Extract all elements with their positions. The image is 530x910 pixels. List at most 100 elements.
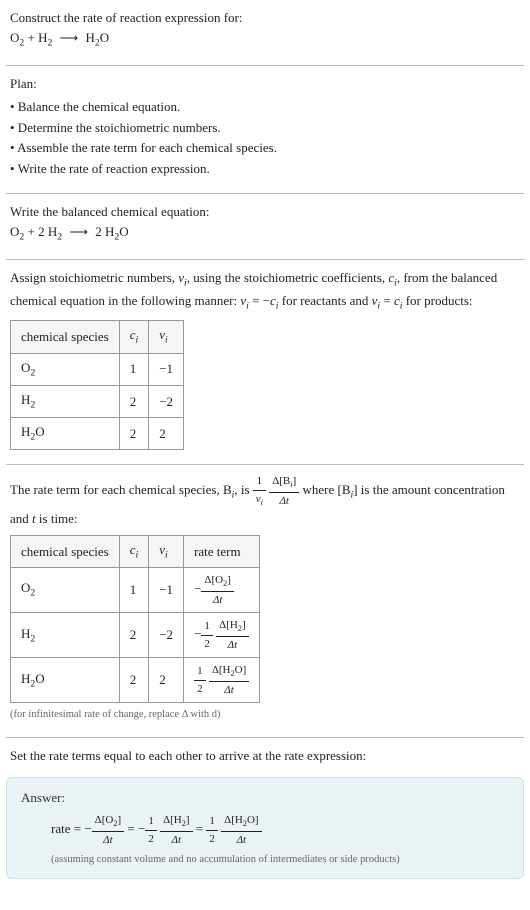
arrow-icon: ⟶ — [69, 222, 88, 242]
h2-letter: H — [38, 30, 47, 45]
col-c: ci — [119, 321, 149, 353]
t: Δ[H — [163, 814, 182, 826]
cell-species: O2 — [11, 568, 120, 613]
t: i — [165, 335, 168, 346]
plus: + — [28, 224, 35, 239]
t: = — [193, 821, 207, 836]
t: Δt — [160, 832, 192, 849]
t: = − — [124, 821, 145, 836]
cell-c: 2 — [119, 613, 149, 658]
t: 1 — [206, 813, 218, 831]
t: H — [21, 626, 30, 641]
section-balanced: Write the balanced chemical equation: O2… — [0, 194, 530, 259]
t: O — [21, 360, 30, 375]
t: ] — [293, 475, 297, 487]
t: Δt — [216, 637, 248, 654]
col-nu: νi — [149, 321, 184, 353]
t: 1 — [145, 813, 157, 831]
col-rate: rate term — [184, 535, 260, 567]
t: − — [194, 626, 201, 641]
t: O] — [235, 664, 247, 676]
cell-nu: −2 — [149, 385, 184, 417]
b-h2: H2 — [48, 224, 62, 239]
t: , using the stoichiometric coefficients, — [187, 270, 389, 285]
t: 2 — [30, 633, 35, 644]
t: ] — [242, 619, 246, 631]
t: Δ[H2O] — [209, 662, 249, 682]
t: Δt — [269, 493, 299, 510]
o2-letter: O — [10, 30, 19, 45]
cell-c: 2 — [119, 658, 149, 703]
frac-half: 12 — [145, 813, 157, 847]
frac-half: 12 — [206, 813, 218, 847]
plan-title: Plan: — [10, 74, 520, 94]
section-set-equal: Set the rate terms equal to each other t… — [0, 738, 530, 770]
t: 2 — [201, 636, 213, 653]
t: The rate term for each chemical species,… — [10, 482, 232, 497]
t: O — [21, 580, 30, 595]
t: Δ[O — [204, 574, 223, 586]
nu-eq-c: νi = ci — [372, 293, 403, 308]
coef2: 2 — [95, 224, 102, 239]
table-header: chemical species ci νi rate term — [11, 535, 260, 567]
t: Δ[H — [224, 814, 243, 826]
cell-nu: −1 — [149, 353, 184, 385]
section-plan: Plan: • Balance the chemical equation. •… — [0, 66, 530, 194]
stoich-text: Assign stoichiometric numbers, νi, using… — [10, 268, 520, 314]
t: Δ[H — [219, 619, 238, 631]
t: 2 — [57, 231, 62, 242]
balanced-equation: O2 + 2 H2 ⟶ 2 H2O — [10, 222, 520, 245]
plan-bullets: • Balance the chemical equation. • Deter… — [10, 97, 520, 178]
t: 1 — [194, 663, 206, 681]
h2-sub: 2 — [48, 37, 53, 48]
b-h2o: H2O — [105, 224, 129, 239]
cell-nu: −1 — [149, 568, 184, 613]
t: O — [35, 424, 44, 439]
frac: Δ[H2O]Δt — [209, 662, 249, 698]
cell-rate: 12 Δ[H2O]Δt — [184, 658, 260, 703]
t: − — [194, 581, 201, 596]
rate-expression: rate = −Δ[O2]Δt = −12 Δ[H2]Δt = 12 Δ[H2O… — [51, 812, 509, 848]
t: H — [21, 392, 30, 407]
c-i: ci — [388, 270, 397, 285]
t: Δ[H — [212, 664, 231, 676]
h2o-o: O — [100, 30, 109, 45]
construct-title: Construct the rate of reaction expressio… — [10, 8, 520, 28]
section-construct: Construct the rate of reaction expressio… — [0, 0, 530, 65]
t: Δt — [221, 832, 261, 849]
stoich-table: chemical species ci νi O2 1 −1 H2 2 −2 H… — [10, 320, 184, 450]
t: 2 — [30, 588, 35, 599]
t: ] — [117, 814, 121, 826]
plan-b2: • Determine the stoichiometric numbers. — [10, 118, 520, 138]
plan-b4: • Write the rate of reaction expression. — [10, 159, 520, 179]
frac: Δ[O2]Δt — [201, 572, 233, 608]
t: O] — [247, 814, 259, 826]
cell-c: 1 — [119, 568, 149, 613]
t: Δ[H2] — [160, 812, 192, 832]
t: Δt — [209, 682, 249, 699]
t: ] — [186, 814, 190, 826]
t: where [B — [302, 482, 350, 497]
h2: H2 — [38, 30, 52, 45]
col-species: chemical species — [11, 321, 120, 353]
set-equal-title: Set the rate terms equal to each other t… — [10, 746, 520, 766]
o2: O2 — [10, 30, 24, 45]
t: i — [261, 498, 263, 507]
t: νi — [253, 491, 266, 510]
cell-species: H2 — [11, 613, 120, 658]
answer-block: Answer: rate = −Δ[O2]Δt = −12 Δ[H2]Δt = … — [6, 777, 524, 878]
t: O — [119, 224, 128, 239]
t: for products: — [402, 293, 472, 308]
assumption-note: (assuming constant volume and no accumul… — [51, 852, 509, 868]
unbalanced-equation: O2 + H2 ⟶ H2O — [10, 28, 520, 51]
cell-nu: 2 — [149, 658, 184, 703]
h2o: H2O — [86, 30, 110, 45]
cell-c: 2 — [119, 385, 149, 417]
t: 2 — [206, 831, 218, 848]
t: 2 — [194, 681, 206, 698]
rate-term-table: chemical species ci νi rate term O2 1 −1… — [10, 535, 260, 703]
t: Δ[H2O] — [221, 812, 261, 832]
rate-term-text: The rate term for each chemical species,… — [10, 473, 520, 529]
t: 1 — [201, 618, 213, 636]
t: Δt — [201, 592, 233, 609]
